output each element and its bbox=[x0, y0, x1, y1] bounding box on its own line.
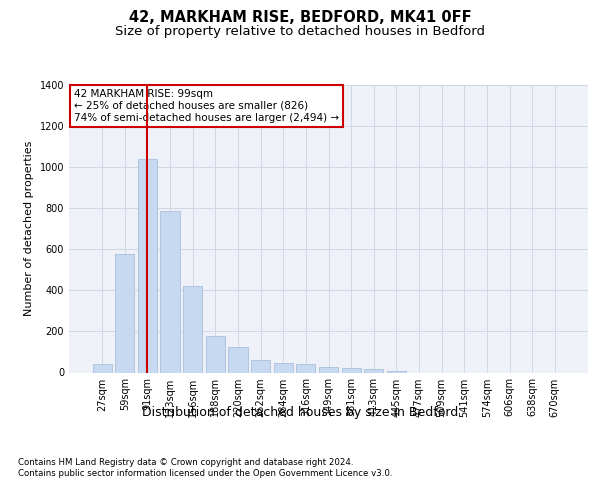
Text: 42, MARKHAM RISE, BEDFORD, MK41 0FF: 42, MARKHAM RISE, BEDFORD, MK41 0FF bbox=[128, 10, 472, 25]
Bar bbox=[206, 336, 225, 372]
Text: 42 MARKHAM RISE: 99sqm
← 25% of detached houses are smaller (826)
74% of semi-de: 42 MARKHAM RISE: 99sqm ← 25% of detached… bbox=[74, 90, 340, 122]
Bar bbox=[296, 364, 316, 372]
Bar bbox=[319, 368, 338, 372]
Bar bbox=[364, 370, 383, 372]
Bar bbox=[138, 159, 157, 372]
Y-axis label: Number of detached properties: Number of detached properties bbox=[24, 141, 34, 316]
Text: Size of property relative to detached houses in Bedford: Size of property relative to detached ho… bbox=[115, 24, 485, 38]
Text: Contains public sector information licensed under the Open Government Licence v3: Contains public sector information licen… bbox=[18, 470, 392, 478]
Bar bbox=[183, 286, 202, 372]
Bar bbox=[251, 360, 270, 372]
Bar bbox=[92, 364, 112, 372]
Bar bbox=[274, 364, 293, 372]
Bar bbox=[229, 347, 248, 372]
Bar bbox=[341, 368, 361, 372]
Bar bbox=[387, 371, 406, 372]
Text: Distribution of detached houses by size in Bedford: Distribution of detached houses by size … bbox=[142, 406, 458, 419]
Text: Contains HM Land Registry data © Crown copyright and database right 2024.: Contains HM Land Registry data © Crown c… bbox=[18, 458, 353, 467]
Bar bbox=[115, 254, 134, 372]
Bar bbox=[160, 212, 180, 372]
